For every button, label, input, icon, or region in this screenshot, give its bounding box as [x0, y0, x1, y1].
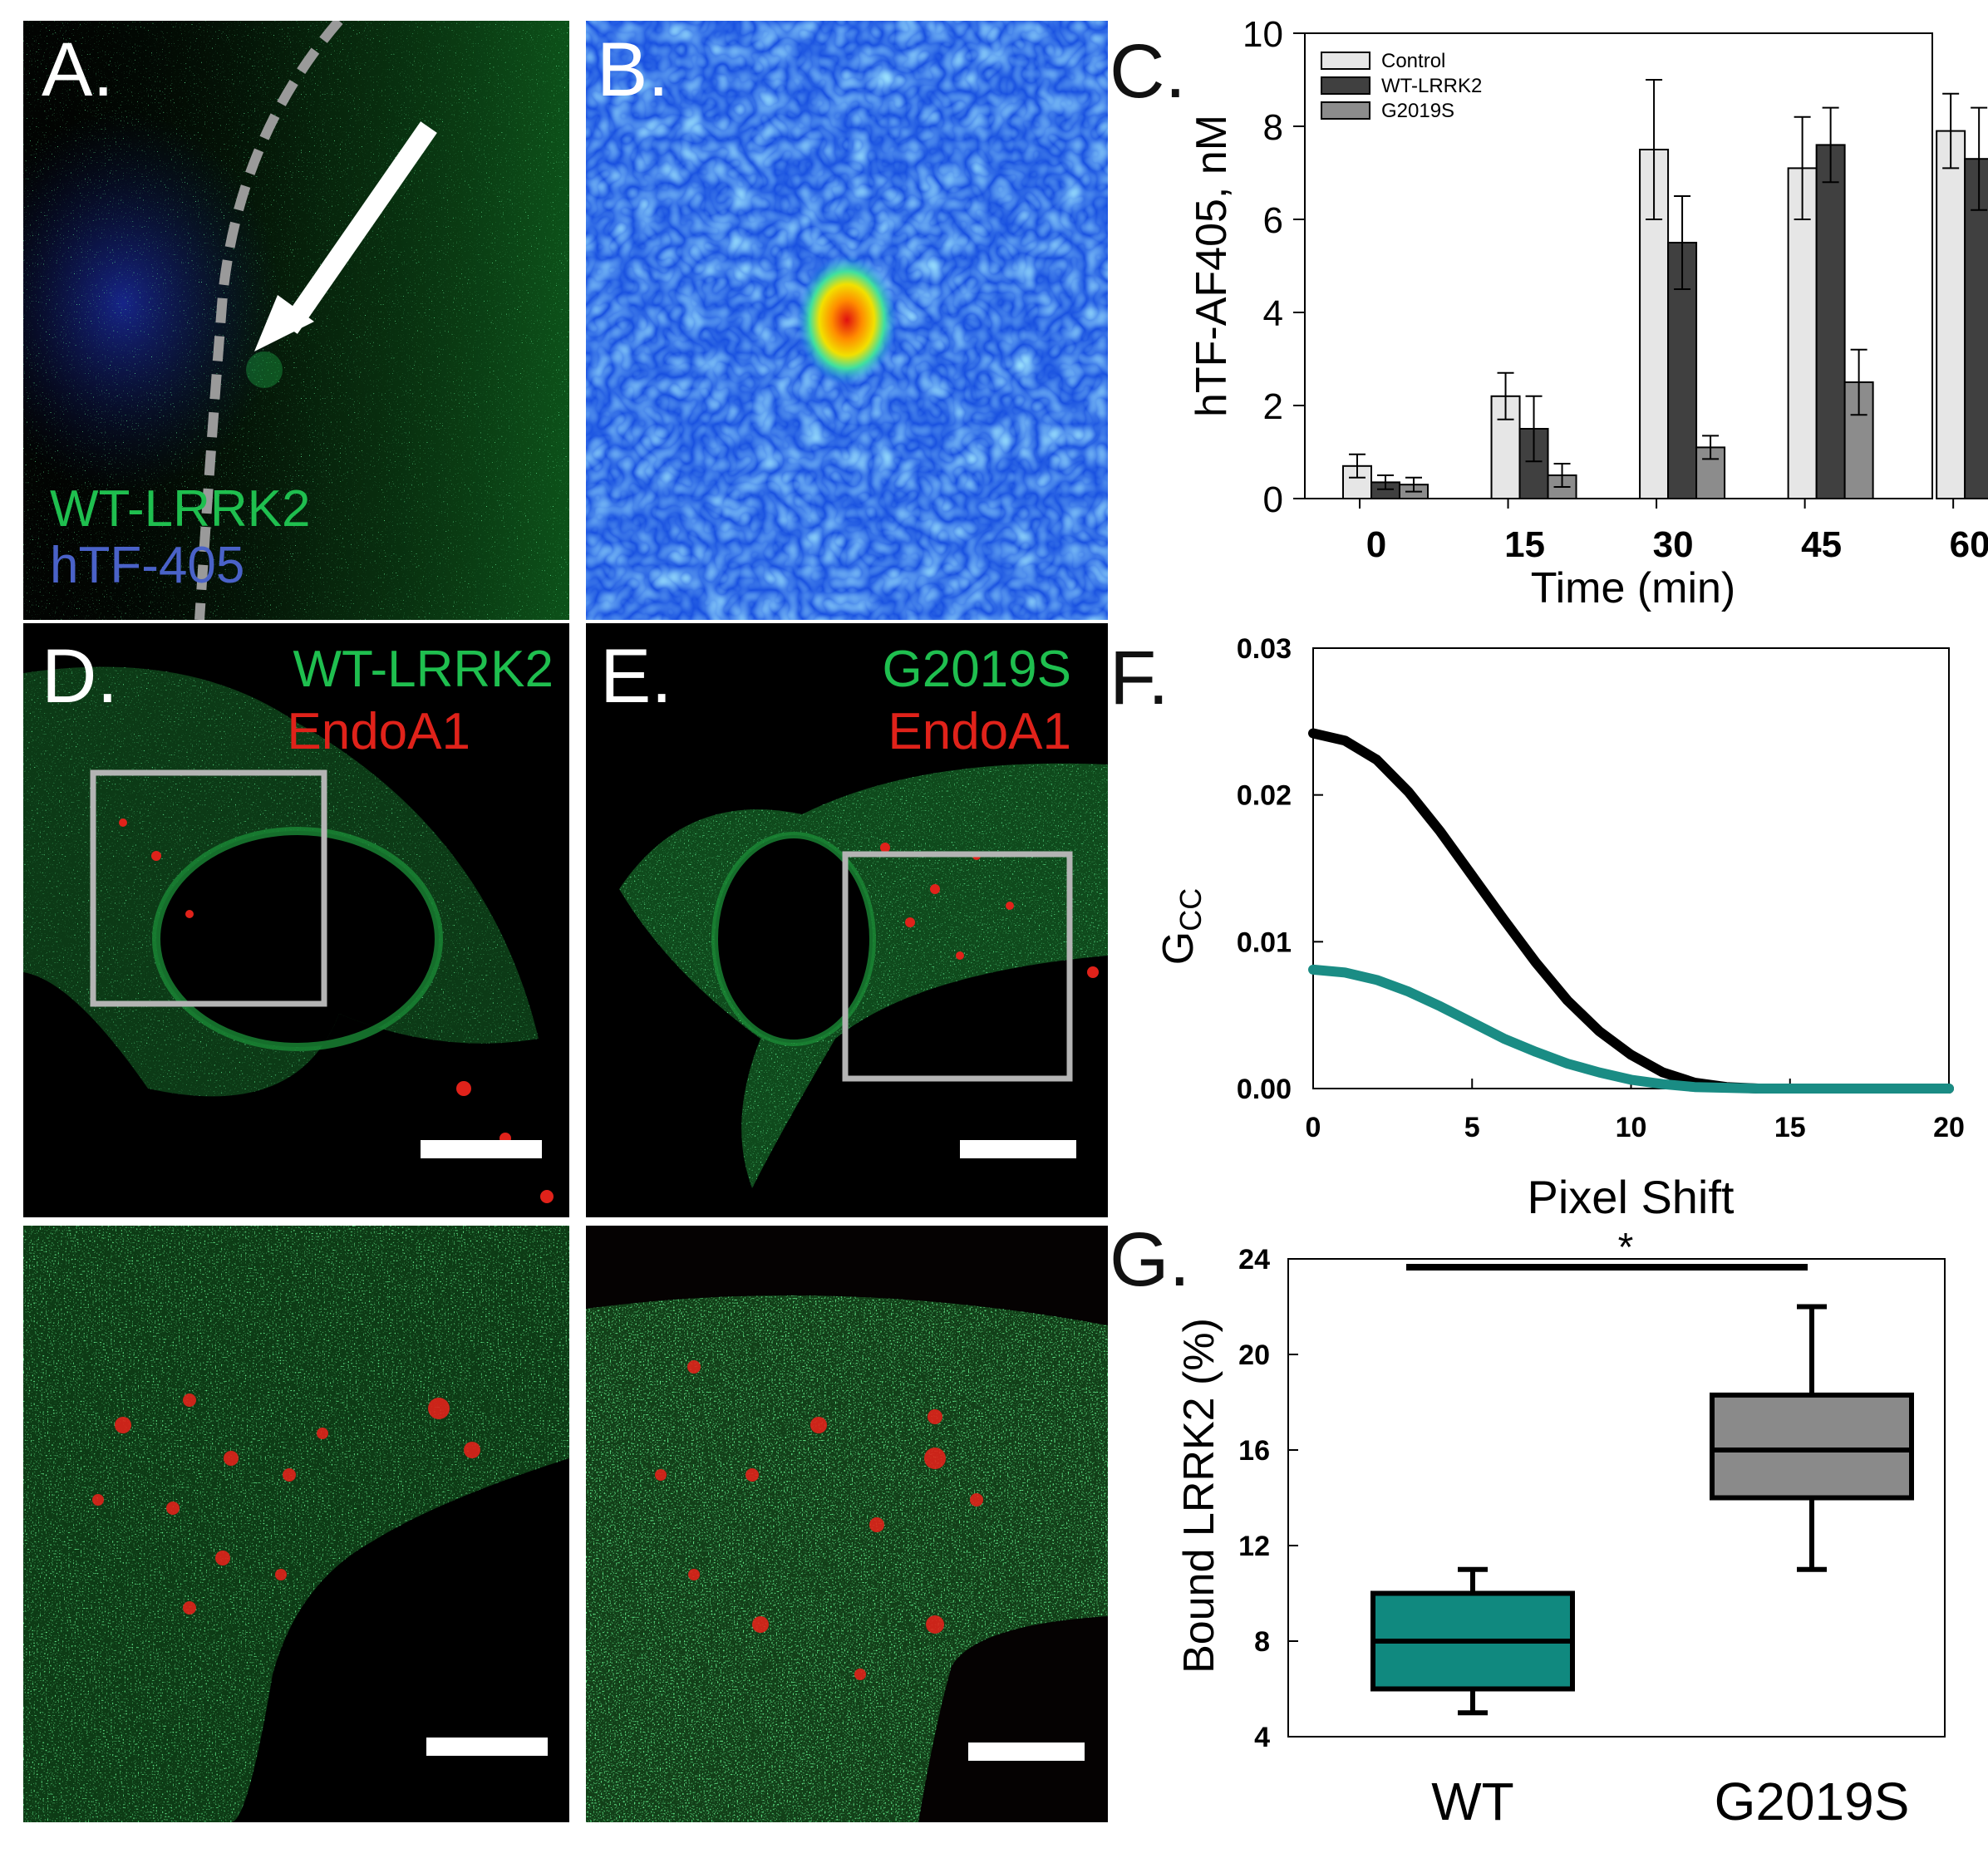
panel-e-image — [586, 623, 1108, 1217]
series-line — [1308, 728, 1954, 1094]
panel-g-chart: 4 8 12 16 20 24 WT G2019S * Bound LRRK2 (%) — [1147, 1226, 1970, 1845]
x-tick-label: 20 — [1933, 1112, 1965, 1143]
x-tick-label: G2019S — [1715, 1772, 1910, 1831]
y-tick-label: 6 — [1263, 200, 1283, 241]
channel-label-endoa1: EndoA1 — [287, 703, 470, 760]
x-tick-label: 45 — [1801, 524, 1842, 565]
y-tick-label: 2 — [1263, 386, 1283, 427]
plot-frame — [1312, 647, 1950, 1089]
x-tick-label: 5 — [1464, 1112, 1480, 1143]
plot-frame — [1287, 1258, 1946, 1738]
channel-label-htf-405: hTF-405 — [50, 537, 245, 594]
y-tick-label: 0.00 — [1237, 1074, 1292, 1105]
panel-f-label: F. — [1110, 636, 1169, 720]
bar-chart: 0 2 4 6 8 10 0 15 30 45 60 Control WT-LRRK2 G2019S h… — [1188, 14, 1988, 612]
legend-swatch — [1321, 101, 1370, 120]
channel-label-g2019s: G2019S — [882, 641, 1071, 698]
panel-f-chart: 0.00 0.01 0.02 0.03 0 5 10 15 20 GCC Pixel Shift — [1130, 632, 1965, 1238]
legend-entry: Control — [1381, 50, 1445, 72]
line-chart: 0.00 0.01 0.02 0.03 0 5 10 15 20 GCC Pixel Shift — [1154, 633, 1965, 1223]
y-tick-label: 12 — [1238, 1531, 1270, 1562]
y-axis-label: Bound LRRK2 (%) — [1175, 1318, 1223, 1674]
channel-label-wt-lrrk2: WT-LRRK2 — [50, 480, 311, 538]
x-tick-label: 10 — [1616, 1112, 1647, 1143]
bar — [1964, 158, 1988, 499]
y-axis-label: GCC — [1154, 888, 1208, 965]
panel-b-label: B. — [597, 27, 669, 112]
y-tick-label: 4 — [1263, 293, 1283, 334]
x-tick-label: 0 — [1306, 1112, 1321, 1143]
channel-label-wt-lrrk2: WT-LRRK2 — [293, 641, 554, 698]
panel-e-label: E. — [600, 634, 672, 719]
y-tick-label: 24 — [1238, 1244, 1270, 1276]
panel-g-label: G. — [1110, 1217, 1191, 1302]
x-tick-label: 60 — [1950, 524, 1988, 565]
y-tick-label: 16 — [1238, 1435, 1270, 1467]
legend: Control WT-LRRK2 G2019S — [1321, 50, 1482, 122]
plot-frame — [1304, 32, 1933, 499]
bar — [1936, 130, 1966, 499]
y-tick-label: 20 — [1238, 1339, 1270, 1371]
panel-c-chart: 0 2 4 6 8 10 0 15 30 45 60 Control WT-LRRK2 G2019S h… — [1164, 14, 1988, 619]
x-tick-label: 30 — [1653, 524, 1694, 565]
x-axis-label: Time (min) — [1531, 564, 1736, 612]
legend-swatch — [1321, 76, 1370, 95]
legend-entry: WT-LRRK2 — [1381, 75, 1482, 97]
y-tick-label: 0 — [1263, 479, 1283, 520]
x-axis-label: Pixel Shift — [1528, 1171, 1735, 1223]
x-tick-label: 0 — [1366, 524, 1386, 565]
x-tick-label: 15 — [1774, 1112, 1806, 1143]
panel-a-label: A. — [42, 27, 114, 112]
legend-swatch — [1321, 52, 1370, 70]
panel-c-label: C. — [1110, 29, 1186, 114]
panel-b-image — [586, 21, 1108, 620]
y-tick-label: 0.02 — [1237, 780, 1292, 812]
panel-d-label: D. — [42, 634, 118, 719]
panel-d-image — [23, 623, 569, 1217]
y-tick-label: 0.03 — [1237, 633, 1292, 665]
significance-marker: * — [1618, 1226, 1634, 1270]
box-plot: 4 8 12 16 20 24 WT G2019S * Bound LRRK2 (%) — [1175, 1226, 1946, 1831]
panel-a-image — [23, 21, 569, 620]
x-tick-label: WT — [1431, 1772, 1514, 1831]
y-tick-label: 4 — [1254, 1722, 1270, 1753]
bar — [1815, 144, 1846, 499]
y-tick-label: 10 — [1242, 14, 1283, 55]
panel-e-zoom-image — [586, 1226, 1108, 1822]
y-tick-label: 8 — [1263, 107, 1283, 148]
box — [1710, 1392, 1914, 1501]
legend-entry: G2019S — [1381, 100, 1454, 122]
y-tick-label: 8 — [1254, 1626, 1270, 1658]
y-tick-label: 0.01 — [1237, 927, 1292, 958]
y-axis-label: hTF-AF405, nM — [1188, 115, 1236, 417]
panel-d-zoom-image — [23, 1226, 569, 1822]
series-line — [1308, 964, 1954, 1094]
x-tick-label: 15 — [1504, 524, 1545, 565]
channel-label-endoa1: EndoA1 — [888, 703, 1071, 760]
